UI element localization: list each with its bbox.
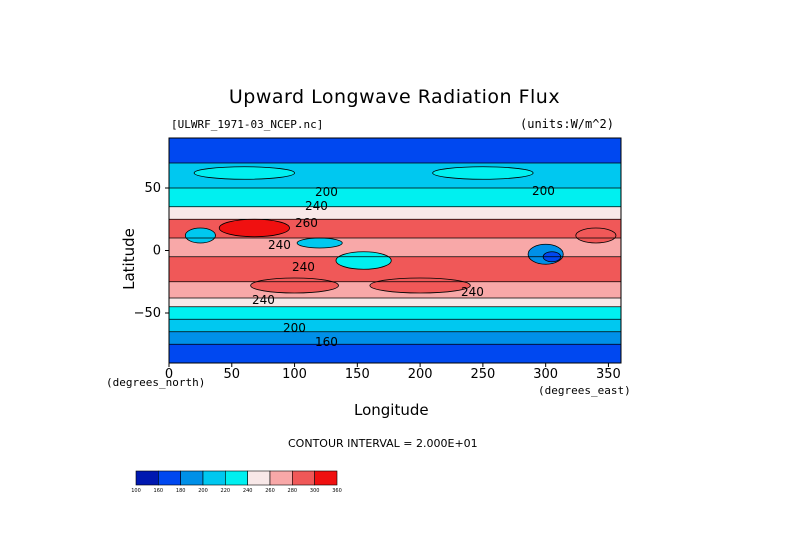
x-tick-label-100: 100 <box>282 367 307 382</box>
colorbar-swatch-8 <box>314 470 338 486</box>
x-unit-label: (degrees_east) <box>538 384 631 397</box>
y-tick-label--50: −50 <box>134 306 161 321</box>
x-tick-label-350: 350 <box>596 367 621 382</box>
x-tick-label-250: 250 <box>470 367 495 382</box>
flux-region-9 <box>432 166 534 180</box>
colorbar-label-8: 300 <box>310 488 320 494</box>
flux-band-3 <box>169 206 621 220</box>
contour-label-240-se: 240 <box>461 285 484 299</box>
flux-region-7 <box>250 277 339 294</box>
flux-band-12 <box>169 344 621 363</box>
colorbar-label-9: 360 <box>332 488 342 494</box>
flux-region-1 <box>218 218 290 238</box>
colorbar-label-2: 180 <box>176 488 186 494</box>
flux-band-5 <box>169 238 621 257</box>
chart-title: Upward Longwave Radiation Flux <box>228 86 561 108</box>
flux-region-8 <box>369 277 471 294</box>
y-unit-label: (degrees_north) <box>106 376 206 389</box>
contour-label-240-sw: 240 <box>252 293 275 307</box>
colorbar-swatch-5 <box>247 470 271 486</box>
file-name-label: [ULWRF_1971-03_NCEP.nc] <box>171 118 324 131</box>
colorbar-label-5: 240 <box>243 488 253 494</box>
x-tick-label-200: 200 <box>408 367 433 382</box>
flux-band-2 <box>169 188 621 207</box>
contour-label-200-nw: 200 <box>315 185 338 199</box>
contour-interval-text: CONTOUR INTERVAL = 2.000E+01 <box>288 437 478 450</box>
contour-label-200-s: 200 <box>283 321 306 335</box>
contour-label-240-s: 240 <box>292 260 315 274</box>
contour-label-160: 160 <box>315 335 338 349</box>
colorbar-label-3: 200 <box>198 488 208 494</box>
contour-label-260: 260 <box>295 216 318 230</box>
x-axis-label: Longitude <box>354 401 429 419</box>
colorbar-swatch-1 <box>158 470 181 486</box>
flux-region-0 <box>184 227 216 244</box>
y-tick-label-50: 50 <box>144 181 161 196</box>
flux-band-8 <box>169 298 621 307</box>
colorbar-label-7: 280 <box>288 488 298 494</box>
colorbar-swatch-3 <box>202 470 226 486</box>
x-tick-label-0: 0 <box>165 367 173 382</box>
contour-label-200-ne: 200 <box>532 184 555 198</box>
y-axis-label: Latitude <box>120 228 138 290</box>
colorbar-swatch-4 <box>225 470 248 486</box>
colorbar-label-4: 220 <box>221 488 231 494</box>
colorbar-label-0: 100 <box>131 488 141 494</box>
x-tick-label-300: 300 <box>533 367 558 382</box>
colorbar-swatch-0 <box>135 470 159 486</box>
flux-region-6 <box>575 227 617 244</box>
x-tick-label-50: 50 <box>224 367 241 382</box>
y-tick-label-0: 0 <box>153 244 161 259</box>
flux-band-9 <box>169 306 621 320</box>
flux-band-10 <box>169 319 621 332</box>
colorbar-swatch-7 <box>292 470 315 486</box>
flux-region-10 <box>193 166 295 180</box>
units-label: (units:W/m^2) <box>520 117 614 131</box>
contour-label-240-n: 240 <box>305 199 328 213</box>
flux-band-0 <box>169 138 621 163</box>
x-tick-label-150: 150 <box>345 367 370 382</box>
colorbar-label-6: 260 <box>265 488 275 494</box>
flux-region-3 <box>335 251 392 270</box>
flux-region-2 <box>296 237 343 249</box>
colorbar-swatch-6 <box>269 470 293 486</box>
colorbar-swatch-2 <box>180 470 204 486</box>
flux-band-11 <box>169 331 621 345</box>
contour-label-240-eq: 240 <box>268 238 291 252</box>
colorbar-label-1: 160 <box>154 488 164 494</box>
